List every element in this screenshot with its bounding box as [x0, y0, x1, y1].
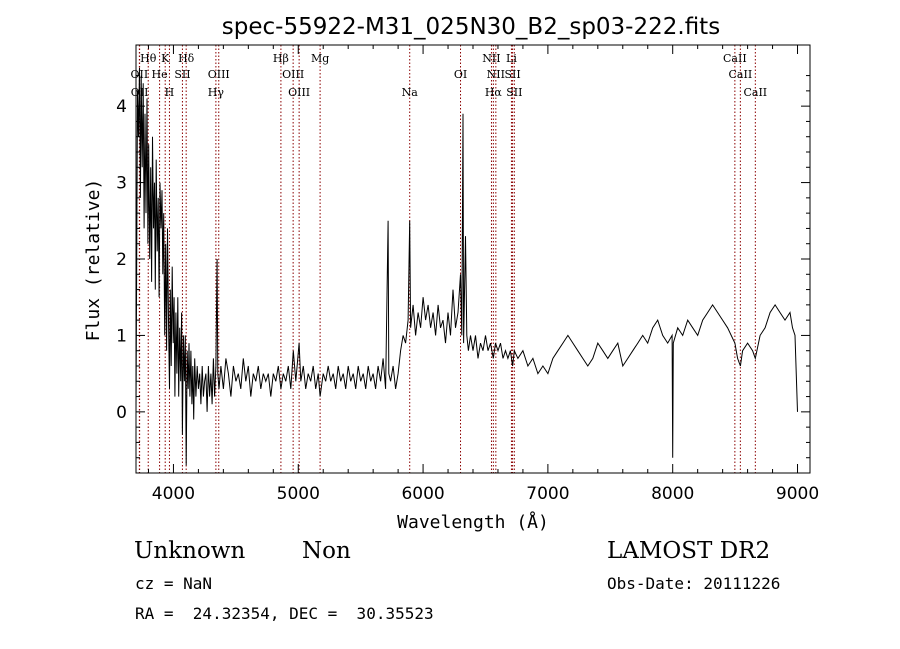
x-axis-label: Wavelength (Å)	[397, 511, 549, 533]
x-tick-label: 8000	[651, 484, 694, 504]
line-marker-label: H	[165, 86, 175, 99]
spectrum-series	[135, 67, 798, 466]
line-marker-label: Hα	[485, 86, 503, 99]
line-marker-label: Li	[506, 52, 517, 65]
survey-label: LAMOST DR2	[607, 538, 771, 564]
y-axis-label: Flux (relative)	[83, 179, 104, 342]
line-marker-label: SII	[174, 68, 190, 81]
line-markers	[138, 45, 756, 473]
obs-date-label: Obs-Date: 20111226	[607, 574, 781, 593]
line-marker-label: SII	[504, 68, 520, 81]
line-marker-label: NII	[487, 68, 505, 81]
x-tick-label: 7000	[526, 484, 569, 504]
x-tick-label: 6000	[401, 484, 444, 504]
line-marker-label: Na	[402, 86, 419, 99]
line-marker-label: Hδ	[178, 52, 195, 65]
line-marker-label: OIII	[208, 68, 230, 81]
x-tick-label: 9000	[776, 484, 819, 504]
line-marker-label: OI	[454, 68, 467, 81]
line-marker-label: CaII	[743, 86, 767, 99]
spectrum-line	[135, 67, 798, 466]
line-marker-label: K	[161, 52, 170, 65]
plot-frame	[135, 44, 811, 474]
y-tick-label: 2	[116, 250, 127, 270]
line-marker-label: Hβ	[273, 52, 289, 65]
coordinates-label: RA = 24.32354, DEC = 30.35523	[135, 604, 434, 623]
chart-title: spec-55922-M31_025N30_B2_sp03-222.fits	[222, 14, 720, 40]
x-axis-ticks: 4000 5000 6000 7000 8000 9000	[147, 45, 819, 504]
line-marker-label: NII	[482, 52, 500, 65]
line-marker-label: He	[152, 68, 168, 81]
y-axis-ticks: 0 1 2 3 4	[116, 75, 810, 459]
x-tick-label: 4000	[152, 484, 195, 504]
line-marker-label: Hθ	[140, 52, 157, 65]
line-marker-label: OIII	[288, 86, 310, 99]
y-tick-label: 3	[116, 174, 127, 194]
subclass-label: Non	[302, 538, 351, 564]
line-marker-label: Hγ	[208, 86, 225, 99]
line-marker-label: Mg	[311, 52, 329, 65]
y-tick-label: 1	[116, 326, 127, 346]
line-marker-label: SII	[506, 86, 522, 99]
y-tick-label: 0	[116, 403, 127, 423]
y-tick-label: 4	[116, 97, 127, 117]
class-label: Unknown	[134, 538, 246, 564]
redshift-label: cz = NaN	[135, 574, 213, 593]
line-marker-label: CaII	[723, 52, 747, 65]
line-marker-label: CaII	[729, 68, 753, 81]
x-tick-label: 5000	[277, 484, 320, 504]
line-marker-label: OIII	[282, 68, 304, 81]
